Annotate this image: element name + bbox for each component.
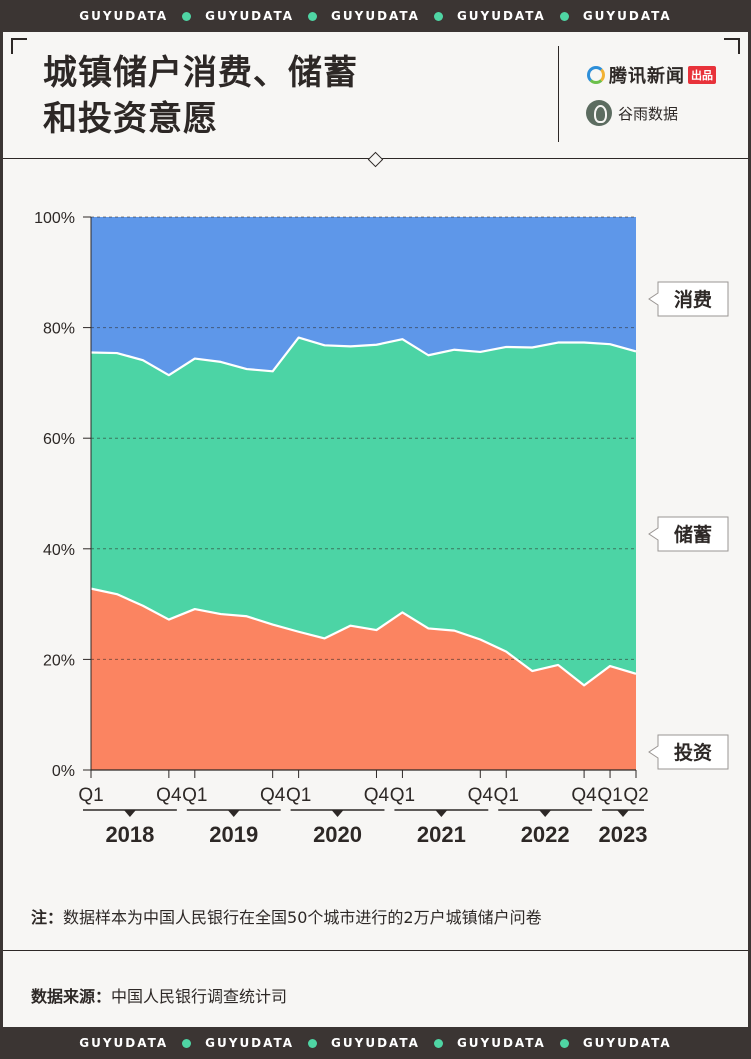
year-label: 2018 [105, 822, 154, 847]
area-series-1 [91, 337, 636, 686]
note-separator: ： [47, 908, 64, 927]
y-tick-label: 100% [34, 210, 75, 227]
x-tick-label: Q2 [623, 785, 648, 806]
year-label: 2019 [209, 822, 258, 847]
brand-band-text: GUYUDATA [79, 1036, 169, 1050]
year-bracket-arrow-icon [435, 810, 448, 817]
brand-band-text: GUYUDATA [79, 9, 169, 23]
x-tick-label: Q1 [182, 785, 207, 806]
year-label: 2021 [417, 822, 466, 847]
band-dot-icon [559, 11, 569, 21]
brand-band-text: GUYUDATA [205, 9, 295, 23]
band-dot-icon [182, 1038, 192, 1048]
data-source: 数据来源：中国人民银行调查统计司 [31, 983, 287, 1007]
brand-band-text: GUYUDATA [582, 1036, 672, 1050]
band-dot-icon [433, 11, 443, 21]
tencent-produced-tag: 出品 [688, 66, 716, 84]
stacked-area-chart: 0%20%40%60%80%100%Q1 Q4 Q1 Q4 Q1 Q4 Q1 Q4 Q1 Q4 Q1… [34, 210, 729, 847]
series-label-box [648, 281, 729, 317]
brand-band-text: GUYUDATA [205, 1036, 295, 1050]
band-dot-icon [308, 11, 318, 21]
year-label: 2020 [313, 822, 362, 847]
diamond-icon [367, 151, 384, 168]
header-divider [558, 46, 559, 142]
year-bracket-arrow-icon [617, 810, 630, 817]
year-label: 2023 [599, 822, 648, 847]
top-brand-band: GUYUDATA GUYUDATA GUYUDATA GUYUDATA GUYUDATA [0, 0, 751, 32]
corner-mark [11, 38, 27, 54]
tencent-ring-icon [587, 66, 605, 84]
tencent-news-logo: 腾讯新闻 出品 [587, 62, 716, 88]
series-label-box [648, 516, 729, 552]
y-tick-label: 60% [43, 431, 75, 448]
band-dot-icon [182, 11, 192, 21]
series-boundary-line-1 [90, 336, 637, 377]
series-label-box [648, 734, 729, 770]
area-series-0 [91, 588, 636, 770]
x-tick-label: Q1 [494, 785, 519, 806]
year-bracket-arrow-icon [539, 810, 552, 817]
band-dot-icon [559, 1038, 569, 1048]
x-tick-label: Q1 [78, 785, 103, 806]
year-bracket-arrow-icon [227, 810, 240, 817]
brand-band-text: GUYUDATA [456, 1036, 546, 1050]
year-bracket-arrow-icon [331, 810, 344, 817]
band-dot-icon [433, 1038, 443, 1048]
x-tick-label: Q4 [156, 785, 182, 806]
x-tick-label: Q1 [597, 785, 622, 806]
note-text: 数据样本为中国人民银行在全国50个城市进行的2万户城镇储户问卷 [63, 908, 542, 927]
y-tick-label: 20% [43, 652, 75, 669]
source-label: 数据来源 [31, 987, 96, 1006]
series-label: 投资 [674, 741, 712, 764]
bottom-brand-band: GUYUDATA GUYUDATA GUYUDATA GUYUDATA GUYUDATA [0, 1027, 751, 1059]
corner-mark [724, 38, 740, 54]
chart-note: 注：数据样本为中国人民银行在全国50个城市进行的2万户城镇储户问卷 [31, 904, 542, 928]
area-series-2 [91, 217, 636, 376]
y-tick-label: 0% [52, 763, 75, 780]
band-dot-icon [308, 1038, 318, 1048]
x-tick-label: Q1 [286, 785, 311, 806]
tencent-news-name: 腾讯新闻 [609, 66, 685, 87]
x-tick-label: Q4 [364, 785, 390, 806]
series-label: 消费 [674, 288, 712, 311]
brand-band-text: GUYUDATA [331, 9, 420, 23]
year-bracket-arrow-icon [123, 810, 136, 817]
source-text: 中国人民银行调查统计司 [111, 987, 288, 1006]
brand-band-text: GUYUDATA [331, 1036, 420, 1050]
guyu-emblem-icon [586, 100, 612, 126]
note-label: 注 [31, 908, 48, 927]
guyu-data-logo: 谷雨数据 [586, 100, 678, 126]
title-line-2: 和投资意愿 [43, 99, 218, 139]
title-line-1: 城镇储户消费、储蓄 [43, 53, 358, 93]
x-tick-label: Q1 [390, 785, 415, 806]
brand-band-text: GUYUDATA [456, 9, 546, 23]
x-tick-label: Q4 [571, 785, 597, 806]
x-tick-label: Q4 [260, 785, 286, 806]
infographic-card: 城镇储户消费、储蓄 和投资意愿 腾讯新闻 出品 谷雨数据 0% 20% 40% 60%… [3, 32, 748, 1027]
series-label: 储蓄 [674, 523, 712, 546]
series-boundary-line-0 [90, 587, 637, 687]
guyu-data-name: 谷雨数据 [618, 104, 679, 123]
y-tick-label: 40% [43, 542, 75, 559]
year-label: 2022 [521, 822, 570, 847]
footer-rule [3, 950, 748, 951]
y-tick-label: 80% [43, 321, 75, 338]
page-title: 城镇储户消费、储蓄 和投资意愿 [43, 50, 358, 142]
source-separator: ： [95, 987, 112, 1006]
brand-band-text: GUYUDATA [582, 9, 672, 23]
x-tick-label: Q4 [468, 785, 494, 806]
